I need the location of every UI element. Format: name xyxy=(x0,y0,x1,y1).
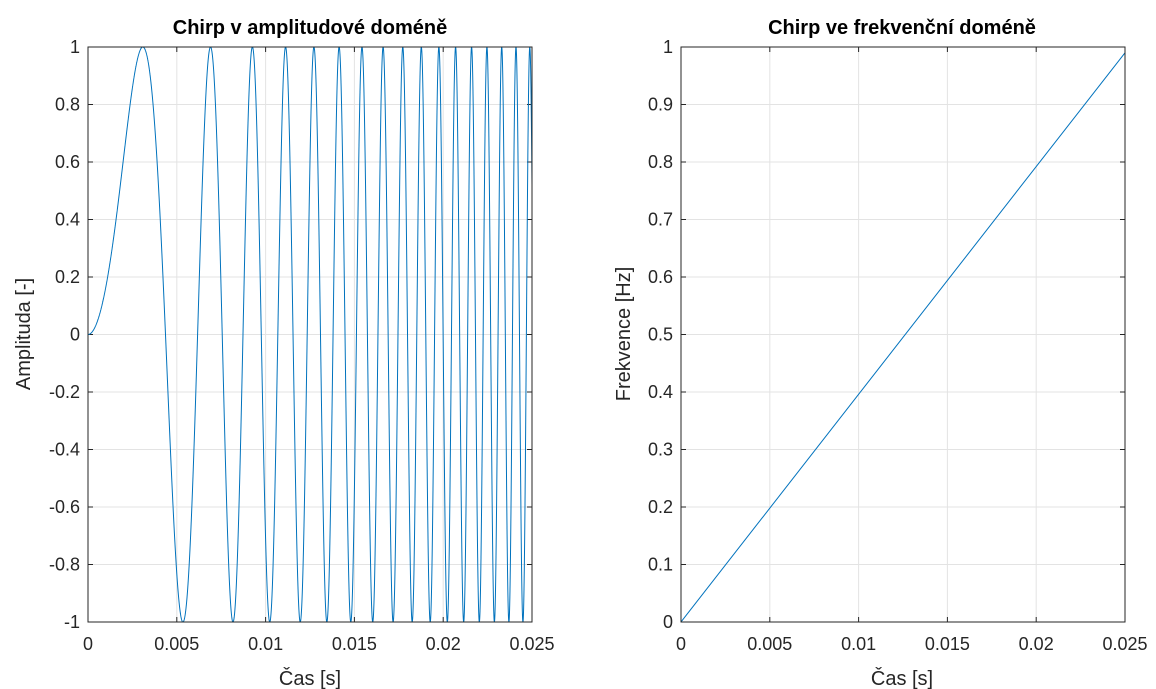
chart-title: Chirp ve frekvenční doméně xyxy=(768,17,1036,39)
y-tick-label: 0.8 xyxy=(648,152,673,172)
x-tick-label: 0.01 xyxy=(248,634,283,654)
x-tick-label: 0.02 xyxy=(426,634,461,654)
y-tick-label: 0.3 xyxy=(648,440,673,460)
y-tick-label: 0.6 xyxy=(648,267,673,287)
x-tick-label: 0.005 xyxy=(154,634,199,654)
x-tick-label: 0.02 xyxy=(1019,634,1054,654)
y-tick-label: 1 xyxy=(70,37,80,57)
y-tick-label: 0.5 xyxy=(648,325,673,345)
axes-frame xyxy=(87,46,533,623)
x-tick-label: 0 xyxy=(676,634,686,654)
x-axis-label: Čas [s] xyxy=(279,667,341,689)
y-tick-label: -1 xyxy=(64,612,80,632)
y-tick-label: 1 xyxy=(663,37,673,57)
chart-title: Chirp v amplitudové doméně xyxy=(173,17,447,39)
y-tick-label: -0.6 xyxy=(49,497,80,517)
y-tick-label: -0.2 xyxy=(49,382,80,402)
axes-frame xyxy=(680,46,1126,623)
y-tick-label: -0.4 xyxy=(49,440,80,460)
y-tick-label: 0.7 xyxy=(648,210,673,230)
y-tick-label: 0.1 xyxy=(648,555,673,575)
x-tick-label: 0.015 xyxy=(332,634,377,654)
y-tick-label: 0.6 xyxy=(55,152,80,172)
x-axis-label: Čas [s] xyxy=(871,667,933,689)
x-tick-label: 0.005 xyxy=(747,634,792,654)
x-tick-label: 0.015 xyxy=(925,634,970,654)
y-tick-label: 0.8 xyxy=(55,95,80,115)
x-tick-label: 0.025 xyxy=(509,634,554,654)
series-line xyxy=(88,46,532,623)
y-tick-label: 0.2 xyxy=(55,267,80,287)
series-line xyxy=(681,52,1125,623)
y-tick-label: -0.8 xyxy=(49,555,80,575)
y-tick-label: 0 xyxy=(663,612,673,632)
y-tick-label: 0.4 xyxy=(55,210,80,230)
x-tick-label: 0.01 xyxy=(841,634,876,654)
frequency-chart: Chirp ve frekvenční doméně Čas [s] Frekv… xyxy=(613,17,1148,689)
y-tick-label: 0 xyxy=(70,325,80,345)
amplitude-chart: Chirp v amplitudové doméně Čas [s] Ampli… xyxy=(13,17,555,689)
x-tick-label: 0.025 xyxy=(1102,634,1147,654)
y-tick-label: 0.2 xyxy=(648,497,673,517)
x-tick-label: 0 xyxy=(83,634,93,654)
y-tick-label: 0.9 xyxy=(648,95,673,115)
y-axis-label: Frekvence [Hz] xyxy=(613,267,635,401)
y-tick-label: 0.4 xyxy=(648,382,673,402)
grid xyxy=(680,46,1126,623)
y-axis-label: Amplituda [-] xyxy=(13,278,35,390)
